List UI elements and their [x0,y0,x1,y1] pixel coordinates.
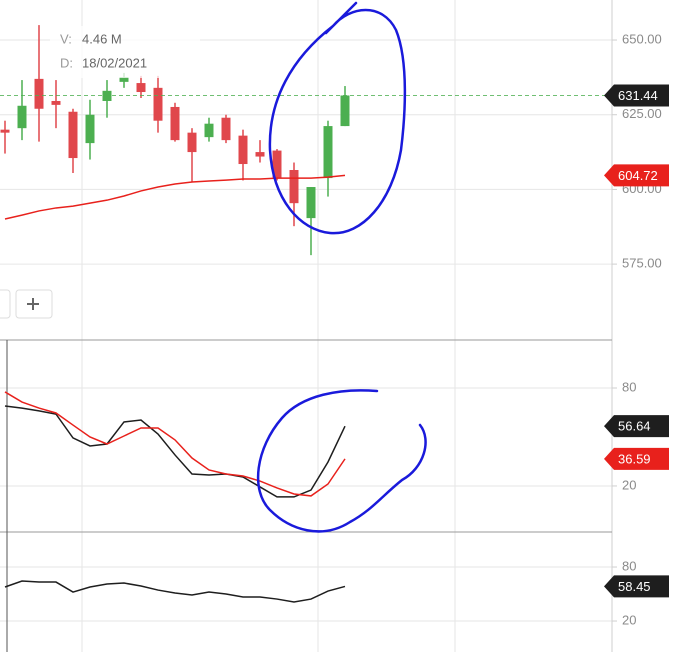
circle-annotation [268,1,407,235]
y-tick-label: 650.00 [622,31,662,46]
line [4,405,346,498]
candle-body [0,129,10,133]
candle-body [323,126,333,179]
info-overlay: V: 4.46 M D: 18/02/2021 [50,26,200,78]
info-label: D: [60,55,73,70]
price-tag [604,164,669,187]
candle-body [119,77,129,82]
price-tag-label: 58.45 [618,579,651,594]
candle-body [272,150,282,178]
candle-body [289,170,299,204]
price-tag [604,575,669,598]
candle-body [170,106,180,141]
price-tag [604,415,669,438]
grid [0,0,612,652]
zoom-controls [0,289,53,319]
price-tag-label: 56.64 [618,419,651,434]
candle-body [238,135,248,165]
candle-body [51,100,61,105]
price-tag-label: 36.59 [618,451,651,466]
circle-annotation [256,389,427,533]
candle-body [34,78,44,109]
price-tag [604,447,669,470]
y-tick-label: 625.00 [622,106,662,121]
candle-body [136,83,146,93]
candle-body [204,123,214,138]
y-tick-label: 575.00 [622,256,662,271]
candle-body [68,111,78,159]
candle-body [17,105,27,129]
price-tag [604,84,669,107]
zoom-out-button[interactable] [0,289,11,319]
candle-body [85,114,95,144]
price-tag-label: 631.44 [618,88,658,103]
y-tick-label: 20 [622,612,636,627]
line [4,174,346,220]
y-tick-label: 80 [622,558,636,573]
info-box [50,26,200,78]
price-tag-label: 604.72 [618,168,658,183]
info-value: 4.46 M [82,31,122,46]
candle-body [187,132,197,153]
line [4,391,346,497]
plus-icon [27,298,39,310]
candle-body [255,152,265,157]
info-value: 18/02/2021 [82,55,147,70]
y-tick-label: 80 [622,379,636,394]
y-tick-label: 20 [622,477,636,492]
line [4,580,346,603]
plot: 575.00600.00625.00650.00604.72631.442080… [0,25,669,627]
candle-body [306,187,316,219]
candle-body [340,95,350,127]
hand-annotations [256,1,427,533]
info-label: V: [60,31,72,46]
candle-body [153,87,163,121]
candle-body [221,117,231,141]
